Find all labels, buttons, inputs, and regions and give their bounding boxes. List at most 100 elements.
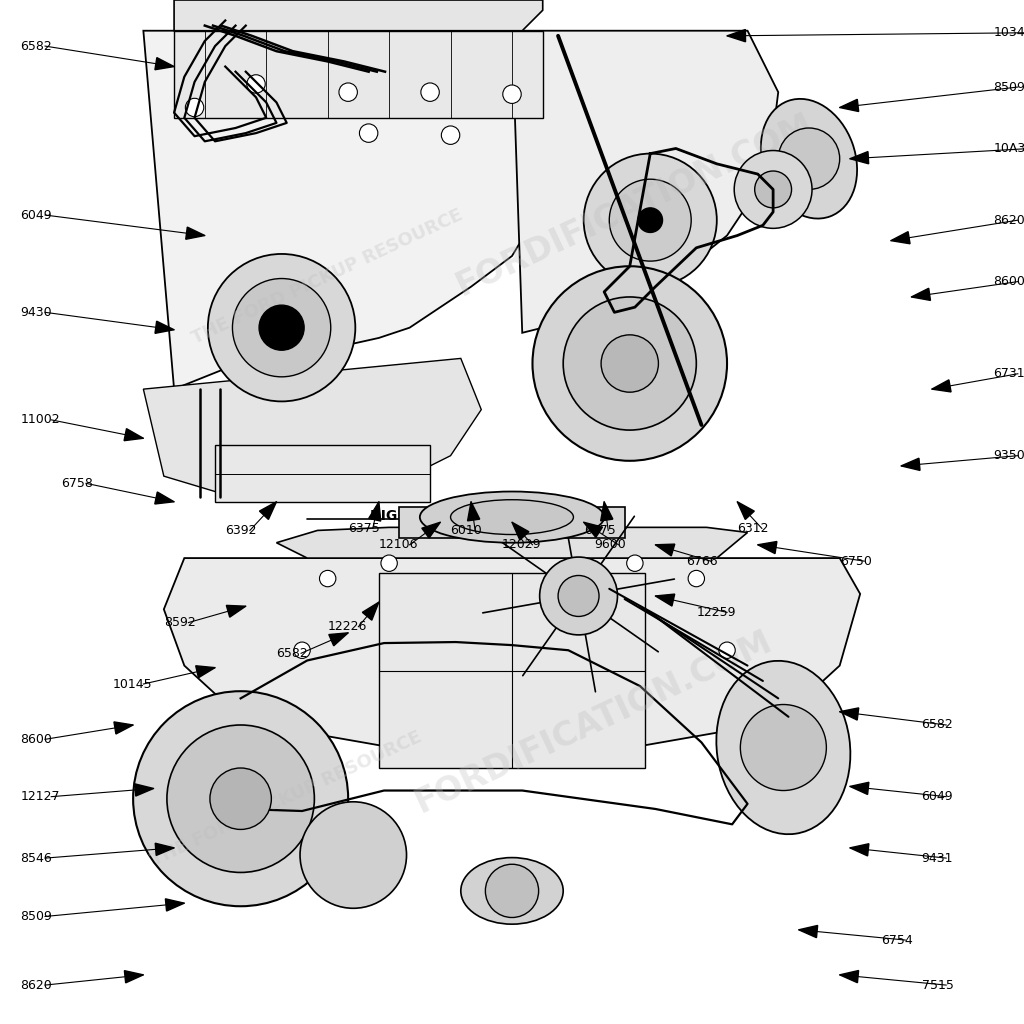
Text: 6010: 6010 [451, 524, 482, 537]
Polygon shape [850, 152, 868, 164]
Polygon shape [135, 783, 154, 796]
Text: FORDIFICATION.COM: FORDIFICATION.COM [410, 625, 778, 819]
Polygon shape [196, 666, 215, 678]
Text: 12259: 12259 [696, 606, 736, 618]
Polygon shape [850, 844, 869, 856]
Polygon shape [840, 708, 859, 720]
Circle shape [755, 171, 792, 208]
Text: 8600: 8600 [993, 275, 1024, 288]
Circle shape [300, 802, 407, 908]
Circle shape [740, 705, 826, 791]
Polygon shape [369, 502, 381, 521]
Circle shape [609, 179, 691, 261]
Text: 6582: 6582 [922, 719, 953, 731]
Text: 6582: 6582 [20, 40, 52, 52]
Ellipse shape [420, 492, 604, 543]
Text: 8546: 8546 [20, 852, 52, 864]
Polygon shape [174, 0, 543, 31]
Text: 8509: 8509 [993, 81, 1024, 93]
Circle shape [208, 254, 355, 401]
Polygon shape [840, 99, 859, 112]
Text: 10A313: 10A313 [993, 142, 1024, 155]
Polygon shape [422, 522, 440, 538]
Circle shape [532, 266, 727, 461]
Circle shape [232, 279, 331, 377]
Polygon shape [124, 429, 143, 440]
Circle shape [688, 570, 705, 587]
Circle shape [210, 768, 271, 829]
Circle shape [778, 128, 840, 189]
Polygon shape [655, 544, 675, 556]
Text: 9431: 9431 [922, 852, 953, 864]
Circle shape [558, 575, 599, 616]
Ellipse shape [461, 858, 563, 924]
Polygon shape [155, 57, 174, 70]
Polygon shape [226, 605, 246, 617]
Text: 6375: 6375 [348, 522, 380, 535]
Text: 8600: 8600 [20, 733, 52, 745]
Text: 6754: 6754 [881, 934, 912, 946]
Polygon shape [601, 502, 612, 521]
Text: 6731: 6731 [993, 368, 1024, 380]
Polygon shape [737, 502, 755, 519]
Polygon shape [758, 542, 777, 554]
Ellipse shape [451, 500, 573, 535]
Polygon shape [164, 558, 860, 758]
Polygon shape [512, 522, 529, 540]
Text: 6049: 6049 [922, 791, 953, 803]
Polygon shape [727, 30, 745, 42]
Text: 6675: 6675 [584, 524, 615, 537]
Polygon shape [114, 722, 133, 734]
Circle shape [638, 208, 663, 232]
Text: 6766: 6766 [686, 555, 718, 567]
Polygon shape [932, 380, 951, 392]
Circle shape [421, 83, 439, 101]
Polygon shape [655, 594, 675, 606]
Circle shape [627, 555, 643, 571]
Text: 6758: 6758 [61, 477, 93, 489]
Polygon shape [259, 502, 276, 519]
Text: 6049: 6049 [20, 209, 52, 221]
Polygon shape [584, 522, 602, 538]
Polygon shape [799, 926, 817, 938]
Text: 12029: 12029 [502, 539, 542, 551]
Circle shape [719, 642, 735, 658]
Polygon shape [891, 231, 910, 244]
Ellipse shape [717, 660, 850, 835]
Bar [174, 31, 543, 118]
Polygon shape [512, 31, 778, 333]
Polygon shape [143, 358, 481, 492]
Circle shape [503, 85, 521, 103]
Circle shape [734, 151, 812, 228]
Bar [379, 573, 645, 768]
Text: 10344: 10344 [993, 27, 1024, 39]
Text: 9430: 9430 [20, 306, 52, 318]
Text: 12226: 12226 [328, 621, 367, 633]
Polygon shape [143, 31, 543, 389]
Text: 9600: 9600 [594, 539, 626, 551]
Circle shape [185, 98, 204, 117]
Circle shape [259, 305, 304, 350]
Text: 8620: 8620 [20, 979, 52, 991]
Circle shape [294, 642, 310, 658]
Polygon shape [362, 602, 379, 621]
Bar [215, 445, 430, 502]
Polygon shape [155, 492, 174, 504]
Circle shape [359, 124, 378, 142]
Polygon shape [156, 843, 174, 855]
Circle shape [339, 83, 357, 101]
Text: 8592: 8592 [164, 616, 196, 629]
Circle shape [441, 126, 460, 144]
Polygon shape [166, 899, 184, 911]
Text: 9350: 9350 [993, 450, 1024, 462]
Circle shape [601, 335, 658, 392]
Text: 10145: 10145 [113, 678, 153, 690]
Circle shape [563, 297, 696, 430]
Polygon shape [124, 971, 143, 983]
Circle shape [584, 154, 717, 287]
Text: THE FORD PICKUP RESOURCE: THE FORD PICKUP RESOURCE [189, 206, 466, 347]
Text: 6312: 6312 [737, 522, 769, 535]
Text: 6582: 6582 [276, 647, 308, 659]
Polygon shape [329, 633, 348, 646]
Polygon shape [901, 458, 920, 470]
